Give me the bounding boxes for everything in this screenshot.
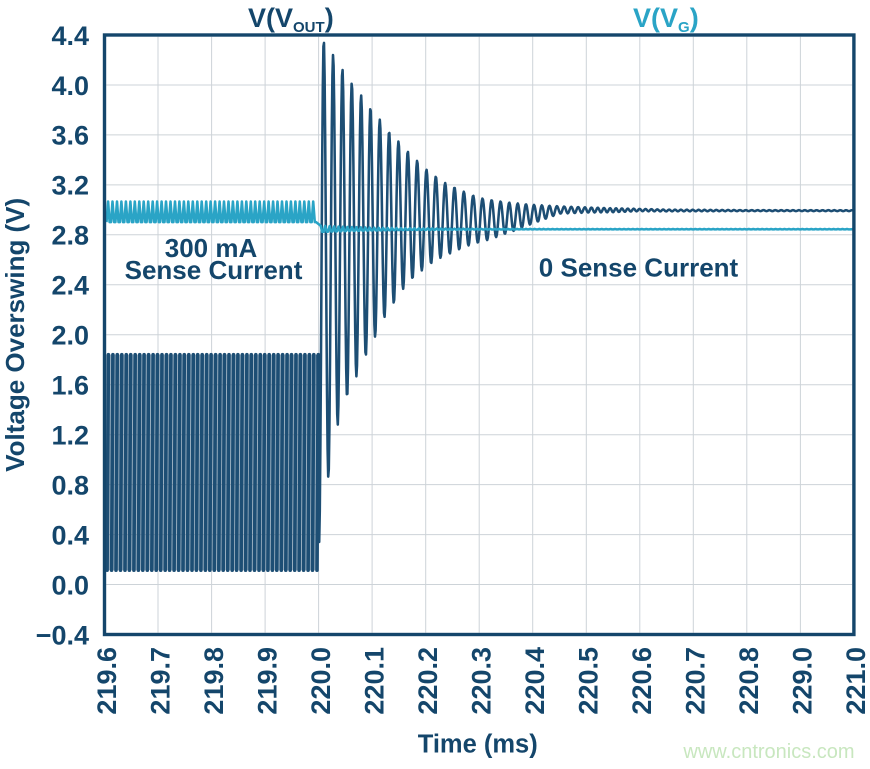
svg-text:220.4: 220.4 [520,647,550,715]
svg-text:229.0: 229.0 [788,647,818,715]
svg-text:www.cntronics.com: www.cntronics.com [682,741,854,763]
svg-text:Time (ms): Time (ms) [418,731,538,759]
svg-text:300 mA: 300 mA [165,233,258,263]
svg-text:Sense Current: Sense Current [125,255,303,285]
svg-text:2.0: 2.0 [51,321,89,351]
svg-text:220.5: 220.5 [574,647,604,715]
svg-text:220.1: 220.1 [359,647,389,715]
svg-text:219.6: 219.6 [92,647,122,715]
svg-text:4.0: 4.0 [51,71,89,101]
svg-text:1.6: 1.6 [51,371,89,401]
svg-text:220.7: 220.7 [681,647,711,715]
svg-text:220.3: 220.3 [467,647,497,715]
svg-text:−0.4: −0.4 [36,620,89,650]
svg-text:219.9: 219.9 [252,647,282,715]
svg-text:1.2: 1.2 [51,421,89,451]
svg-text:2.4: 2.4 [51,271,89,301]
svg-text:3.6: 3.6 [51,121,89,151]
svg-text:0 Sense Current: 0 Sense Current [539,253,739,283]
svg-text:0.0: 0.0 [51,570,89,600]
svg-text:220.2: 220.2 [413,647,443,715]
svg-text:V(VOUT): V(VOUT) [248,3,334,36]
svg-text:2.8: 2.8 [51,221,89,251]
svg-text:219.7: 219.7 [145,647,175,715]
svg-text:220.6: 220.6 [627,647,657,715]
svg-text:221.0: 221.0 [841,647,870,715]
svg-text:Voltage Overswing (V): Voltage Overswing (V) [0,198,30,472]
svg-text:3.2: 3.2 [51,171,89,201]
svg-text:V(VG): V(VG) [633,3,699,36]
svg-text:219.8: 219.8 [199,647,229,715]
svg-text:0.8: 0.8 [51,470,89,500]
svg-text:220.0: 220.0 [306,647,336,715]
svg-text:220.8: 220.8 [734,647,764,715]
svg-text:4.4: 4.4 [51,21,89,51]
svg-text:0.4: 0.4 [51,520,89,550]
